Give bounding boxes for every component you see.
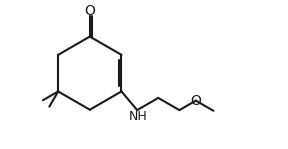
- Text: NH: NH: [129, 110, 148, 123]
- Text: O: O: [190, 94, 201, 108]
- Text: O: O: [84, 4, 95, 18]
